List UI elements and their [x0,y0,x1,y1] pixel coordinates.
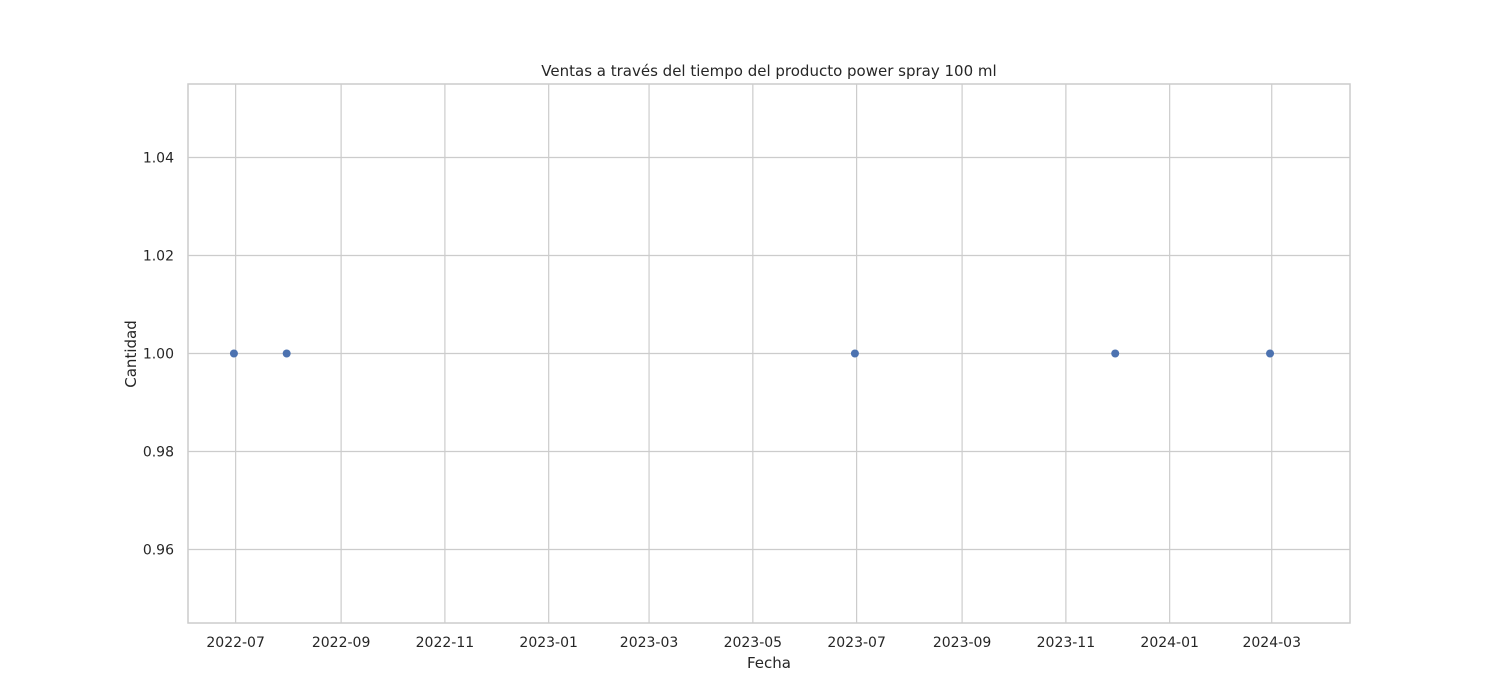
y-tick-label: 1.00 [143,347,174,363]
scatter-point [229,349,238,358]
grid [188,84,1350,623]
y-tick-labels: 0.96 0.98 1.00 1.02 1.04 [143,151,174,559]
data-points [229,349,1275,358]
chart-title: Ventas a través del tiempo del producto … [541,62,996,80]
y-tick-label: 0.96 [143,543,174,559]
x-axis-label: Fecha [747,654,791,672]
y-tick-label: 1.04 [143,151,174,167]
scatter-point [850,349,859,358]
y-tick-label: 1.02 [143,249,174,265]
x-tick-labels: 2022-07 2022-09 2022-11 2023-01 2023-03 2023-… [206,635,1301,651]
x-tick-label: 2023-11 [1037,635,1096,651]
scatter-point [1111,349,1120,358]
scatter-point [282,349,291,358]
y-tick-label: 0.98 [143,445,174,461]
x-tick-label: 2023-07 [827,635,886,651]
x-tick-label: 2022-07 [206,635,265,651]
plot-frame [187,83,1351,624]
x-tick-label: 2023-01 [519,635,578,651]
y-axis-label: Cantidad [122,320,140,387]
x-tick-label: 2022-09 [312,635,371,651]
x-tick-label: 2023-05 [724,635,783,651]
x-tick-label: 2023-09 [933,635,992,651]
scatter-point [1266,349,1275,358]
x-tick-label: 2023-03 [620,635,679,651]
x-tick-label: 2022-11 [416,635,475,651]
x-tick-label: 2024-01 [1140,635,1199,651]
x-tick-label: 2024-03 [1242,635,1301,651]
